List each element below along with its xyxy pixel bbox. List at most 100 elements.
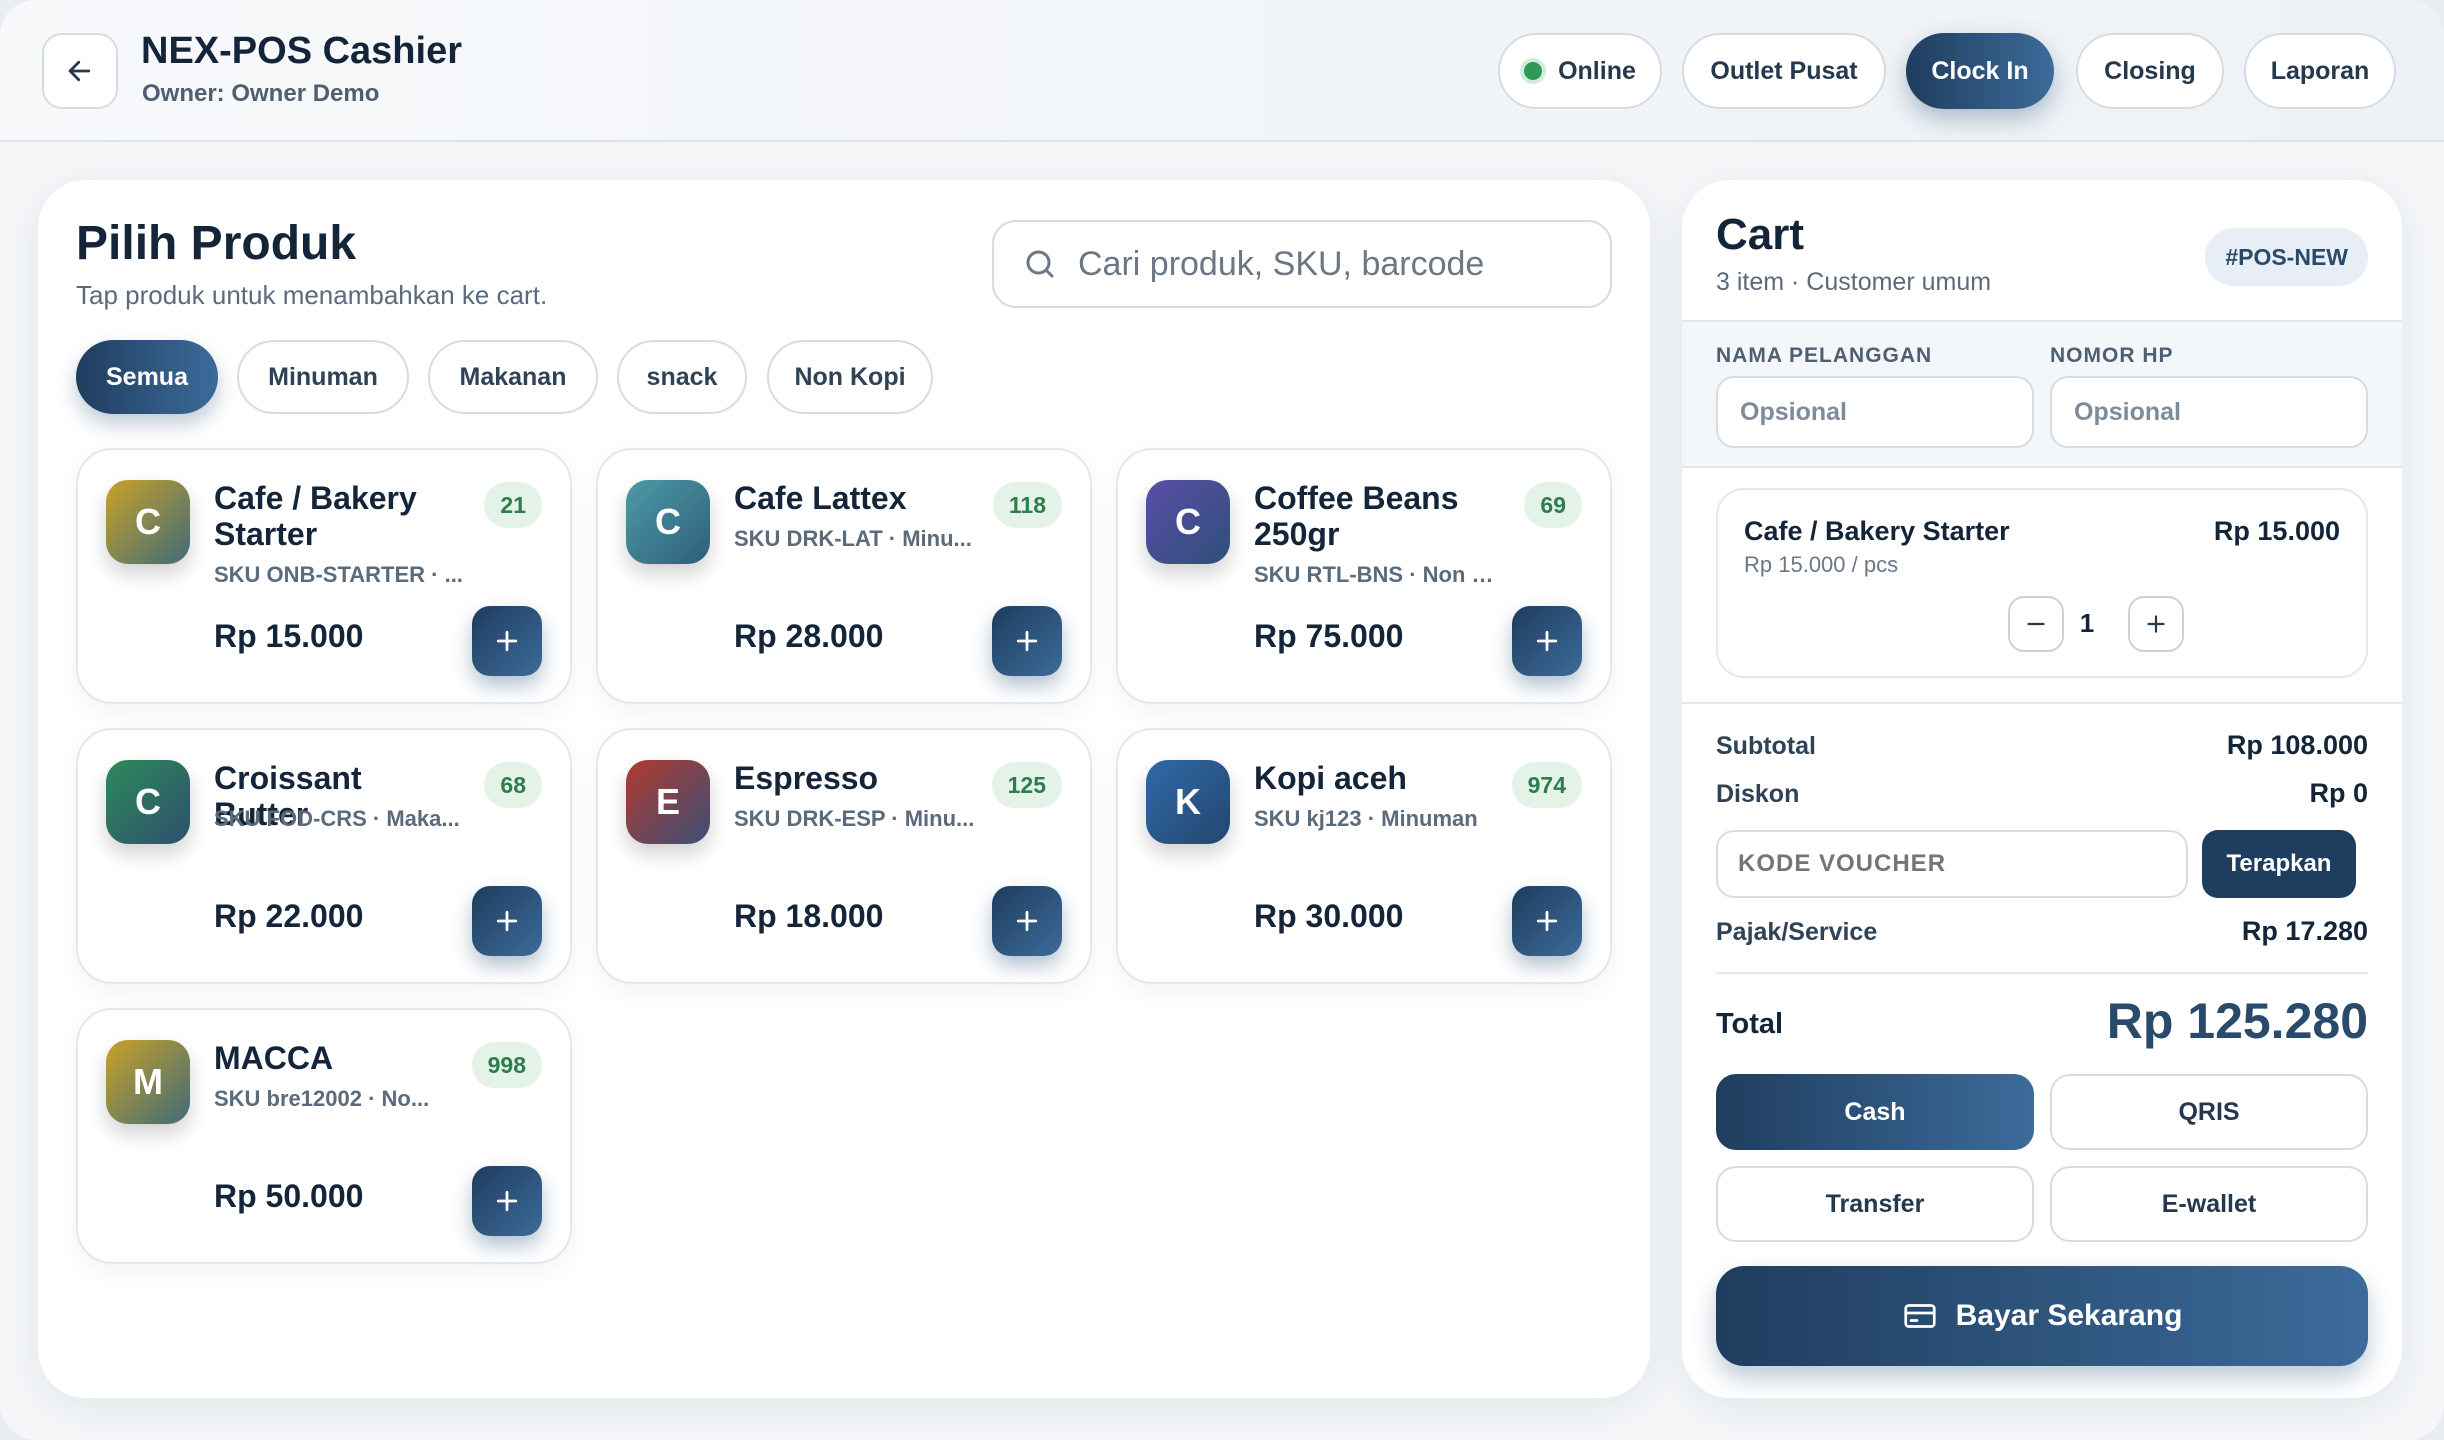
product-panel-title: Pilih Produk <box>76 217 357 270</box>
product-sku: SKU FOD-CRS · Maka... <box>214 806 460 831</box>
arrow-left-icon <box>68 60 91 82</box>
plus-icon <box>1536 910 1558 932</box>
owner-label: Owner: Owner Demo <box>142 80 380 107</box>
phone-input[interactable] <box>2050 376 2368 448</box>
product-sku: SKU RTL-BNS · Non K... <box>1254 562 1504 587</box>
cart-item-total: Rp 15.000 <box>2213 516 2340 546</box>
back-button[interactable] <box>42 33 118 109</box>
product-sku: SKU ONB-STARTER · ... <box>214 562 463 587</box>
product-avatar: C <box>1146 480 1230 564</box>
discount-label: Diskon <box>1716 780 1800 808</box>
product-sku: SKU bre12002 · No... <box>214 1086 430 1111</box>
cart-item: Cafe / Bakery Starter Rp 15.000 / pcs Rp… <box>1716 488 2368 678</box>
product-price: Rp 75.000 <box>1254 618 1404 654</box>
pay-now-label: Bayar Sekarang <box>1955 1299 2183 1332</box>
outlet-button[interactable]: Outlet Pusat <box>1682 33 1886 109</box>
customer-name-label: NAMA PELANGGAN <box>1716 344 1933 367</box>
payment-qris-button[interactable]: QRIS <box>2050 1074 2368 1150</box>
add-to-cart-button[interactable] <box>472 1166 542 1236</box>
search-input[interactable] <box>1078 244 1578 284</box>
product-price: Rp 50.000 <box>214 1178 364 1214</box>
payment-ewallet-button[interactable]: E-wallet <box>2050 1166 2368 1242</box>
product-name: Cafe Lattex <box>734 480 907 516</box>
product-card[interactable]: C Croissant Butter SKU FOD-CRS · Maka...… <box>76 728 572 984</box>
cart-item-name: Cafe / Bakery Starter <box>1744 516 2010 546</box>
payment-transfer-button[interactable]: Transfer <box>1716 1166 2034 1242</box>
stock-badge: 118 <box>992 482 1062 528</box>
app-title: NEX-POS Cashier <box>141 30 462 72</box>
stock-badge: 69 <box>1524 482 1582 528</box>
status-badge: Online <box>1498 33 1662 109</box>
product-sku: SKU DRK-LAT · Minu... <box>734 526 972 551</box>
customer-section: NAMA PELANGGAN NOMOR HP <box>1682 320 2402 468</box>
voucher-input[interactable] <box>1716 830 2188 898</box>
product-sku: SKU kj123 · Minuman <box>1254 806 1478 831</box>
category-non-kopi[interactable]: Non Kopi <box>767 340 933 414</box>
category-semua[interactable]: Semua <box>76 340 218 414</box>
plus-icon <box>1536 630 1558 652</box>
product-name: Cafe / Bakery Starter <box>214 480 417 552</box>
add-to-cart-button[interactable] <box>472 606 542 676</box>
order-badge: #POS-NEW <box>2205 228 2368 286</box>
product-avatar: M <box>106 1040 190 1124</box>
category-snack[interactable]: snack <box>617 340 747 414</box>
cart-subtitle: 3 item · Customer umum <box>1716 268 1992 296</box>
report-button[interactable]: Laporan <box>2244 33 2396 109</box>
online-dot-icon <box>1524 62 1543 80</box>
add-to-cart-button[interactable] <box>992 886 1062 956</box>
add-to-cart-button[interactable] <box>1512 606 1582 676</box>
tax-value: Rp 17.280 <box>2241 916 2368 946</box>
product-card[interactable]: C Cafe / Bakery Starter SKU ONB-STARTER … <box>76 448 572 704</box>
payment-cash-button[interactable]: Cash <box>1716 1074 2034 1150</box>
product-name: MACCA <box>214 1040 334 1076</box>
stock-badge: 21 <box>484 482 542 528</box>
plus-icon <box>496 1190 518 1212</box>
product-card[interactable]: E Espresso SKU DRK-ESP · Minu... 125 Rp … <box>596 728 1092 984</box>
stock-badge: 974 <box>1511 762 1582 808</box>
add-to-cart-button[interactable] <box>1512 886 1582 956</box>
stock-badge: 125 <box>991 762 1062 808</box>
category-makanan[interactable]: Makanan <box>428 340 598 414</box>
discount-value: Rp 0 <box>2309 778 2368 808</box>
add-to-cart-button[interactable] <box>992 606 1062 676</box>
product-panel: Pilih Produk Tap produk untuk menambahka… <box>38 180 1650 1398</box>
tax-label: Pajak/Service <box>1716 918 1878 946</box>
product-sku: SKU DRK-ESP · Minu... <box>734 806 975 831</box>
decrease-qty-button[interactable] <box>2008 596 2064 652</box>
subtotal-label: Subtotal <box>1716 732 1816 760</box>
product-card[interactable]: C Cafe Lattex SKU DRK-LAT · Minu... 118 … <box>596 448 1092 704</box>
plus-icon <box>1016 910 1038 932</box>
apply-voucher-button[interactable]: Terapkan <box>2202 830 2356 898</box>
increase-qty-button[interactable] <box>2128 596 2184 652</box>
product-name: Espresso <box>734 760 879 796</box>
product-avatar: E <box>626 760 710 844</box>
product-card[interactable]: C Coffee Beans 250gr SKU RTL-BNS · Non K… <box>1116 448 1612 704</box>
qty-value: 1 <box>2079 608 2095 638</box>
pay-now-button[interactable]: Bayar Sekarang <box>1716 1266 2368 1366</box>
divider <box>1716 972 2368 974</box>
credit-card-icon <box>1903 1304 1936 1328</box>
stock-badge: 68 <box>484 762 542 808</box>
product-card[interactable]: K Kopi aceh SKU kj123 · Minuman 974 Rp 3… <box>1116 728 1612 984</box>
customer-name-input[interactable] <box>1716 376 2034 448</box>
add-to-cart-button[interactable] <box>472 886 542 956</box>
product-avatar: C <box>106 760 190 844</box>
total-label: Total <box>1716 1008 1784 1040</box>
product-price: Rp 30.000 <box>1254 898 1404 934</box>
closing-button[interactable]: Closing <box>2076 33 2224 109</box>
plus-icon <box>496 630 518 652</box>
product-card[interactable]: M MACCA SKU bre12002 · No... 998 Rp 50.0… <box>76 1008 572 1264</box>
search-box[interactable] <box>992 220 1612 308</box>
plus-icon <box>2147 615 2165 633</box>
top-bar: NEX-POS Cashier Owner: Owner Demo Online… <box>0 0 2444 142</box>
search-icon <box>1026 250 1054 278</box>
subtotal-value: Rp 108.000 <box>2226 730 2368 760</box>
product-name: Coffee Beans 250gr <box>1254 480 1459 552</box>
clock-in-button[interactable]: Clock In <box>1906 33 2054 109</box>
category-minuman[interactable]: Minuman <box>237 340 409 414</box>
total-value: Rp 125.280 <box>2106 993 2368 1049</box>
phone-label: NOMOR HP <box>2050 344 2174 367</box>
plus-icon <box>1016 630 1038 652</box>
product-avatar: K <box>1146 760 1230 844</box>
